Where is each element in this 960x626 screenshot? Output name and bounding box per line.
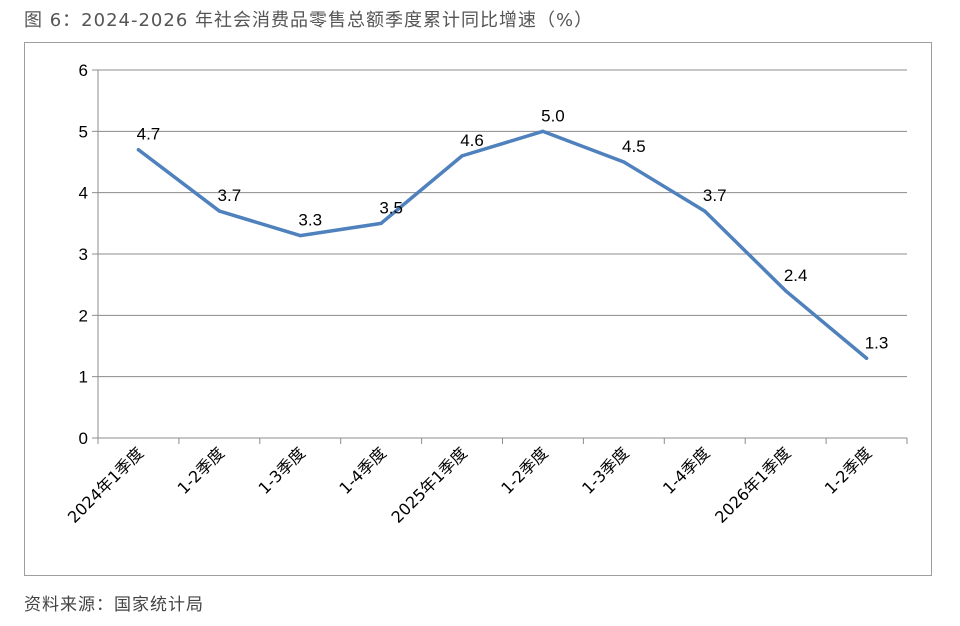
x-tick-label: 1-2季度 [821, 443, 876, 498]
x-tick-label: 2024年1季度 [64, 443, 147, 526]
y-tick-label: 1 [79, 368, 88, 387]
data-point [460, 154, 464, 158]
y-tick-labels: 0 1 2 3 4 5 6 [79, 61, 88, 448]
data-point [136, 148, 141, 152]
x-tick-label: 1-3季度 [255, 443, 310, 498]
x-tick-label: 1-4季度 [335, 443, 390, 498]
data-label: 2.4 [784, 266, 808, 285]
data-point [298, 234, 302, 238]
data-label: 4.6 [460, 131, 484, 150]
data-point [703, 209, 707, 213]
data-label: 4.5 [622, 137, 646, 156]
figure-title: 图 6：2024-2026 年社会消费品零售总额季度累计同比增速（%） [24, 10, 594, 31]
data-point [784, 289, 788, 293]
source-note: 资料来源：国家统计局 [24, 595, 204, 615]
data-point [541, 129, 545, 133]
chart-frame [24, 42, 932, 576]
data-label: 1.3 [865, 333, 889, 352]
data-label: 3.5 [379, 198, 403, 217]
gridlines [98, 69, 907, 378]
x-tick-label: 1-2季度 [497, 443, 552, 498]
data-point [379, 221, 383, 225]
y-tick-label: 0 [79, 429, 88, 448]
x-tick-label: 1-2季度 [174, 443, 229, 498]
data-point [864, 356, 869, 360]
data-label: 5.0 [541, 106, 565, 125]
series [136, 129, 869, 361]
y-tick-label: 2 [79, 306, 88, 325]
data-label: 3.7 [218, 186, 242, 205]
x-tick-label: 1-3季度 [578, 443, 633, 498]
data-point [217, 209, 221, 213]
series-line [136, 129, 869, 361]
y-tick-label: 4 [79, 184, 88, 203]
x-tick-label: 1-4季度 [659, 443, 714, 498]
y-tick-label: 5 [79, 122, 88, 141]
data-label: 3.7 [703, 186, 727, 205]
data-labels: 4.7 3.7 3.3 3.5 4.6 5.0 4.5 3.7 2.4 1.3 [137, 106, 889, 352]
axes [92, 69, 908, 444]
y-tick-label: 3 [79, 245, 88, 264]
x-tick-label: 2025年1季度 [388, 443, 471, 526]
data-point [622, 160, 626, 164]
x-tick-label: 2026年1季度 [711, 443, 794, 526]
data-label: 3.3 [298, 211, 322, 230]
data-label: 4.7 [137, 125, 161, 144]
y-tick-label: 6 [79, 61, 88, 80]
